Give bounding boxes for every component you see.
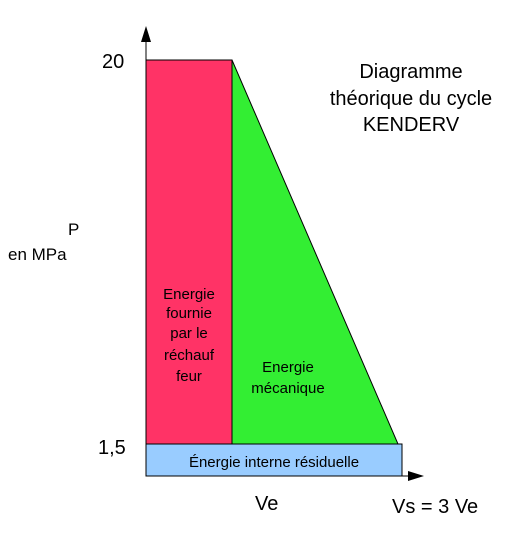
heater-energy-label-line-3: par le	[170, 325, 208, 342]
residual-energy-region	[145, 443, 403, 477]
diagram-title-line-1: Diagramme	[359, 61, 462, 83]
x-tick-label-ve: Ve	[255, 493, 278, 515]
diagram-title-line-3: KENDERV	[363, 114, 460, 136]
y-tick-label-bottom: 1,5	[98, 437, 126, 459]
x-tick-label-vs: Vs = 3 Ve	[392, 496, 478, 518]
x-axis-arrow-icon	[408, 471, 424, 481]
heater-energy-label-line-4: réchauf	[164, 347, 215, 364]
residual-energy-label: Énergie interne résiduelle	[189, 454, 359, 471]
mechanical-energy-label-line-1: Energie	[262, 359, 314, 376]
mechanical-energy-region	[231, 59, 399, 445]
heater-energy-label-line-2: fournie	[166, 305, 212, 322]
y-axis-label-line-1: P	[68, 220, 79, 239]
heater-energy-region	[145, 59, 233, 445]
mechanical-energy-label-line-2: mécanique	[251, 380, 324, 397]
heater-energy-label-line-5: feur	[176, 368, 202, 385]
y-axis-arrow-icon	[141, 26, 151, 42]
y-axis-label-line-2: en MPa	[8, 245, 67, 264]
heater-energy-label-line-1: Energie	[163, 286, 215, 303]
diagram-title-line-2: théorique du cycle	[330, 88, 492, 110]
y-tick-label-top: 20	[102, 51, 124, 73]
